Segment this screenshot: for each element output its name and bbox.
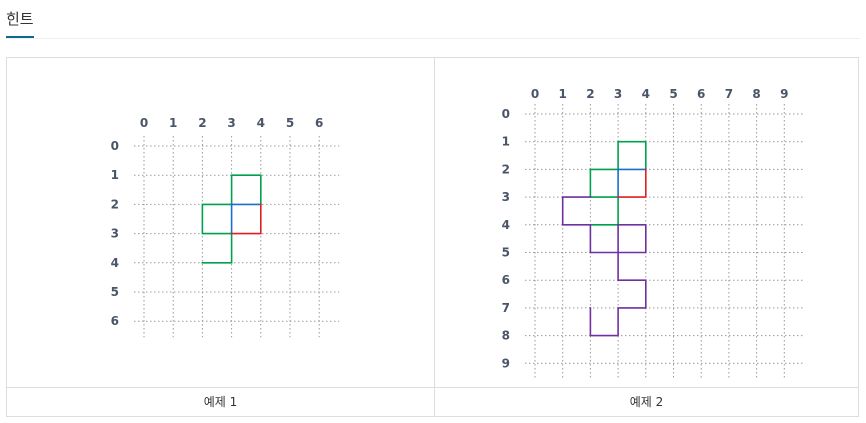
example-1-panel: 0 1 2 3 4 5 6 0 1 2 3 4 5 6 <box>7 58 435 387</box>
example-2-x-tick-label: 9 <box>780 87 788 101</box>
example-2-y-tick-label: 5 <box>502 246 510 260</box>
example-figure-table: 0 1 2 3 4 5 6 0 1 2 3 4 5 6 0 1 2 3 4 5 6 7 8 9 0 1 2 3 4 5 6 7 8 9 예제 1… <box>6 57 859 417</box>
example-1-y-tick-label: 0 <box>111 139 119 153</box>
example-1-x-tick-label: 3 <box>227 116 235 130</box>
example-2-curve-segment <box>617 140 647 171</box>
hint-title: 힌트 <box>6 8 34 38</box>
example-1-grid-diagram: 0 1 2 3 4 5 6 0 1 2 3 4 5 6 <box>111 116 340 338</box>
example-1-y-tick-label: 2 <box>111 197 119 211</box>
example-1-y-tick-label: 1 <box>111 168 119 182</box>
example-2-curve-segment <box>617 168 647 198</box>
example-1-x-tick-label: 5 <box>286 116 294 130</box>
example-1-caption: 예제 1 <box>7 388 435 417</box>
example-2-y-tick-label: 3 <box>502 190 510 204</box>
example-2-x-tick-label: 8 <box>752 87 760 101</box>
example-2-y-tick-label: 7 <box>502 301 510 315</box>
example-2-x-tick-label: 3 <box>614 87 622 101</box>
example-2-x-tick-label: 2 <box>586 87 594 101</box>
example-2-x-tick-label: 4 <box>642 87 650 101</box>
example-2-caption: 예제 2 <box>629 395 664 409</box>
example-1-y-tick-label: 6 <box>111 314 119 328</box>
example-1-curve-segment <box>201 203 233 235</box>
example-1-x-tick-label: 4 <box>257 116 265 130</box>
example-2-panel: 0 1 2 3 4 5 6 7 8 9 0 1 2 3 4 5 6 7 8 9 <box>435 58 858 387</box>
example-2-grid-diagram: 0 1 2 3 4 5 6 7 8 9 0 1 2 3 4 5 6 7 8 9 <box>502 87 805 380</box>
example-1-x-tick-label: 1 <box>169 116 177 130</box>
example-1-y-tick-label: 5 <box>111 285 119 299</box>
example-2-curve-segment <box>589 196 619 226</box>
example-2-curve-segment <box>589 224 647 337</box>
example-1-curve-segment <box>230 174 262 206</box>
example-1-x-tick-label: 6 <box>315 116 323 130</box>
example-2-x-tick-label: 6 <box>697 87 705 101</box>
example-2-y-tick-label: 2 <box>502 162 510 176</box>
example-2-curve-segment <box>589 168 619 198</box>
example-1-y-tick-label: 4 <box>111 256 119 270</box>
example-2-y-tick-label: 4 <box>502 218 510 232</box>
caption-row: 예제 1 예제 2 <box>7 387 858 417</box>
example-2-x-tick-label: 0 <box>531 87 539 101</box>
example-2-y-tick-label: 1 <box>502 135 510 149</box>
example-1-curve-segment <box>230 203 262 235</box>
example-2-y-tick-label: 6 <box>502 273 510 287</box>
example-1-curve-segment <box>201 232 233 264</box>
example-1-x-tick-label: 0 <box>140 116 148 130</box>
example-2-x-tick-label: 5 <box>669 87 677 101</box>
example-2-y-tick-label: 8 <box>502 329 510 343</box>
example-1-y-tick-label: 3 <box>111 227 119 241</box>
example-2-x-tick-label: 1 <box>559 87 567 101</box>
example-2-y-tick-label: 9 <box>502 356 510 370</box>
hint-header: 힌트 <box>6 0 860 39</box>
example-1-x-tick-label: 2 <box>198 116 206 130</box>
example-2-y-tick-label: 0 <box>502 107 510 121</box>
example-2-x-tick-label: 7 <box>725 87 733 101</box>
